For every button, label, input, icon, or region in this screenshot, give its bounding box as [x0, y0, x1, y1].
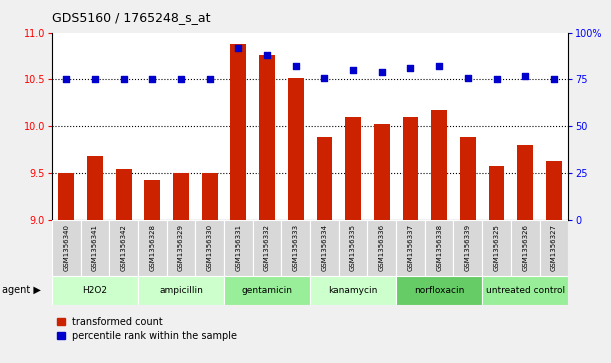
Bar: [202, 173, 218, 220]
Point: [320, 75, 329, 81]
Text: GSM1356341: GSM1356341: [92, 224, 98, 271]
Bar: [87, 156, 103, 220]
Bar: [310, 220, 338, 276]
Bar: [144, 180, 160, 220]
Bar: [482, 276, 568, 305]
Bar: [282, 220, 310, 276]
Bar: [425, 220, 453, 276]
Bar: [224, 220, 253, 276]
Bar: [316, 137, 332, 220]
Text: untreated control: untreated control: [486, 286, 565, 295]
Point: [549, 77, 559, 82]
Bar: [52, 220, 81, 276]
Point: [377, 69, 387, 75]
Bar: [310, 276, 396, 305]
Point: [119, 77, 128, 82]
Text: GSM1356342: GSM1356342: [120, 224, 126, 271]
Bar: [396, 276, 482, 305]
Point: [463, 75, 473, 81]
Bar: [453, 220, 482, 276]
Bar: [489, 166, 505, 220]
Bar: [224, 276, 310, 305]
Text: H2O2: H2O2: [82, 286, 108, 295]
Text: GSM1356327: GSM1356327: [551, 224, 557, 271]
Bar: [109, 220, 138, 276]
Bar: [138, 220, 167, 276]
Text: GSM1356330: GSM1356330: [207, 224, 213, 271]
Text: GSM1356325: GSM1356325: [494, 224, 500, 271]
Point: [434, 64, 444, 69]
Point: [492, 77, 502, 82]
Point: [176, 77, 186, 82]
Text: ampicillin: ampicillin: [159, 286, 203, 295]
Text: GSM1356338: GSM1356338: [436, 224, 442, 271]
Bar: [396, 220, 425, 276]
Point: [61, 77, 71, 82]
Bar: [518, 145, 533, 220]
Bar: [374, 124, 390, 220]
Bar: [259, 55, 275, 220]
Point: [233, 45, 243, 50]
Bar: [511, 220, 540, 276]
Bar: [403, 117, 419, 220]
Text: GSM1356337: GSM1356337: [408, 224, 414, 271]
Point: [406, 65, 415, 71]
Text: GSM1356331: GSM1356331: [235, 224, 241, 271]
Bar: [230, 44, 246, 220]
Bar: [460, 137, 476, 220]
Bar: [540, 220, 568, 276]
Bar: [173, 173, 189, 220]
Bar: [138, 276, 224, 305]
Bar: [115, 169, 131, 220]
Bar: [431, 110, 447, 220]
Text: GSM1356334: GSM1356334: [321, 224, 327, 271]
Bar: [482, 220, 511, 276]
Point: [90, 77, 100, 82]
Text: gentamicin: gentamicin: [241, 286, 293, 295]
Text: norfloxacin: norfloxacin: [414, 286, 464, 295]
Bar: [345, 117, 361, 220]
Bar: [338, 220, 367, 276]
Point: [521, 73, 530, 78]
Text: GSM1356339: GSM1356339: [465, 224, 471, 271]
Text: agent ▶: agent ▶: [2, 285, 41, 295]
Point: [205, 77, 214, 82]
Bar: [59, 173, 74, 220]
Bar: [288, 78, 304, 220]
Bar: [81, 220, 109, 276]
Text: GSM1356326: GSM1356326: [522, 224, 528, 271]
Bar: [196, 220, 224, 276]
Bar: [367, 220, 396, 276]
Point: [291, 64, 301, 69]
Text: GSM1356333: GSM1356333: [293, 224, 299, 271]
Text: GSM1356340: GSM1356340: [64, 224, 69, 271]
Point: [262, 52, 272, 58]
Legend: transformed count, percentile rank within the sample: transformed count, percentile rank withi…: [57, 317, 237, 341]
Text: GSM1356329: GSM1356329: [178, 224, 184, 271]
Bar: [52, 276, 138, 305]
Text: GSM1356335: GSM1356335: [350, 224, 356, 271]
Text: GSM1356332: GSM1356332: [264, 224, 270, 271]
Text: kanamycin: kanamycin: [329, 286, 378, 295]
Text: GSM1356336: GSM1356336: [379, 224, 385, 271]
Bar: [253, 220, 282, 276]
Text: GDS5160 / 1765248_s_at: GDS5160 / 1765248_s_at: [52, 11, 210, 24]
Point: [147, 77, 157, 82]
Text: GSM1356328: GSM1356328: [149, 224, 155, 271]
Point: [348, 67, 358, 73]
Bar: [167, 220, 196, 276]
Bar: [546, 161, 562, 220]
